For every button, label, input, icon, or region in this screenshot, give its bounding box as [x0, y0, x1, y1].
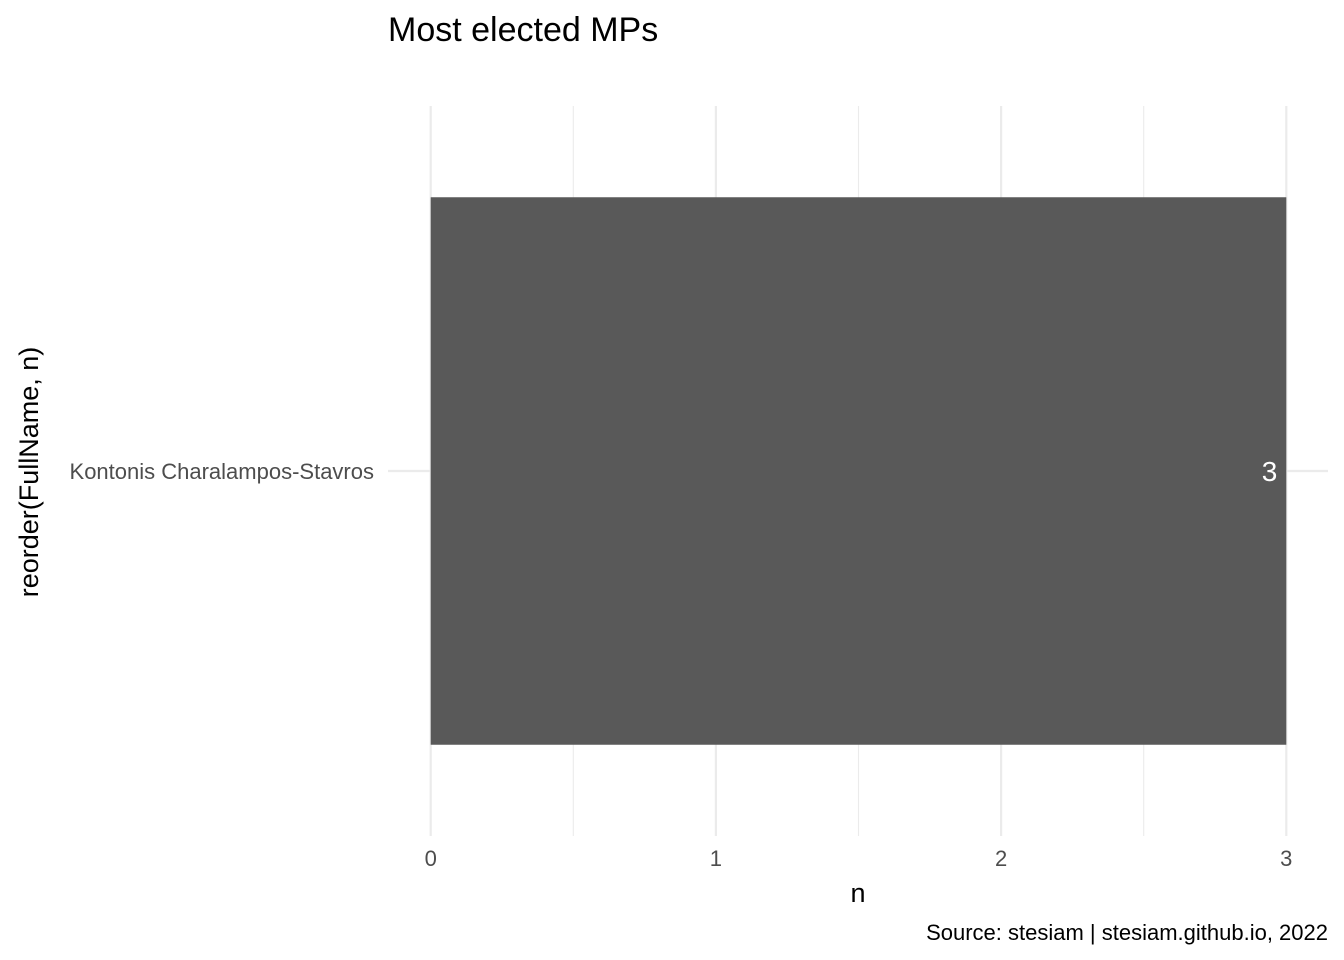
chart-title: Most elected MPs	[388, 11, 658, 49]
y-tick-label: Kontonis Charalampos-Stavros	[70, 459, 374, 484]
x-tick-label: 2	[995, 846, 1007, 871]
x-axis-title: n	[850, 878, 865, 908]
y-axis-title: reorder(FullName, n)	[14, 347, 44, 598]
bar-layer	[430, 197, 1287, 745]
x-tick-label: 1	[710, 846, 722, 871]
x-tick-label: 3	[1280, 846, 1292, 871]
chart-caption: Source: stesiam | stesiam.github.io, 202…	[926, 920, 1328, 945]
bar-data-label: 3	[1262, 456, 1278, 487]
x-tick-label: 0	[425, 846, 437, 871]
label-layer: 0 1 2 3 Kontonis Charalampos-Stavros 3	[70, 456, 1293, 871]
bar	[430, 197, 1287, 745]
